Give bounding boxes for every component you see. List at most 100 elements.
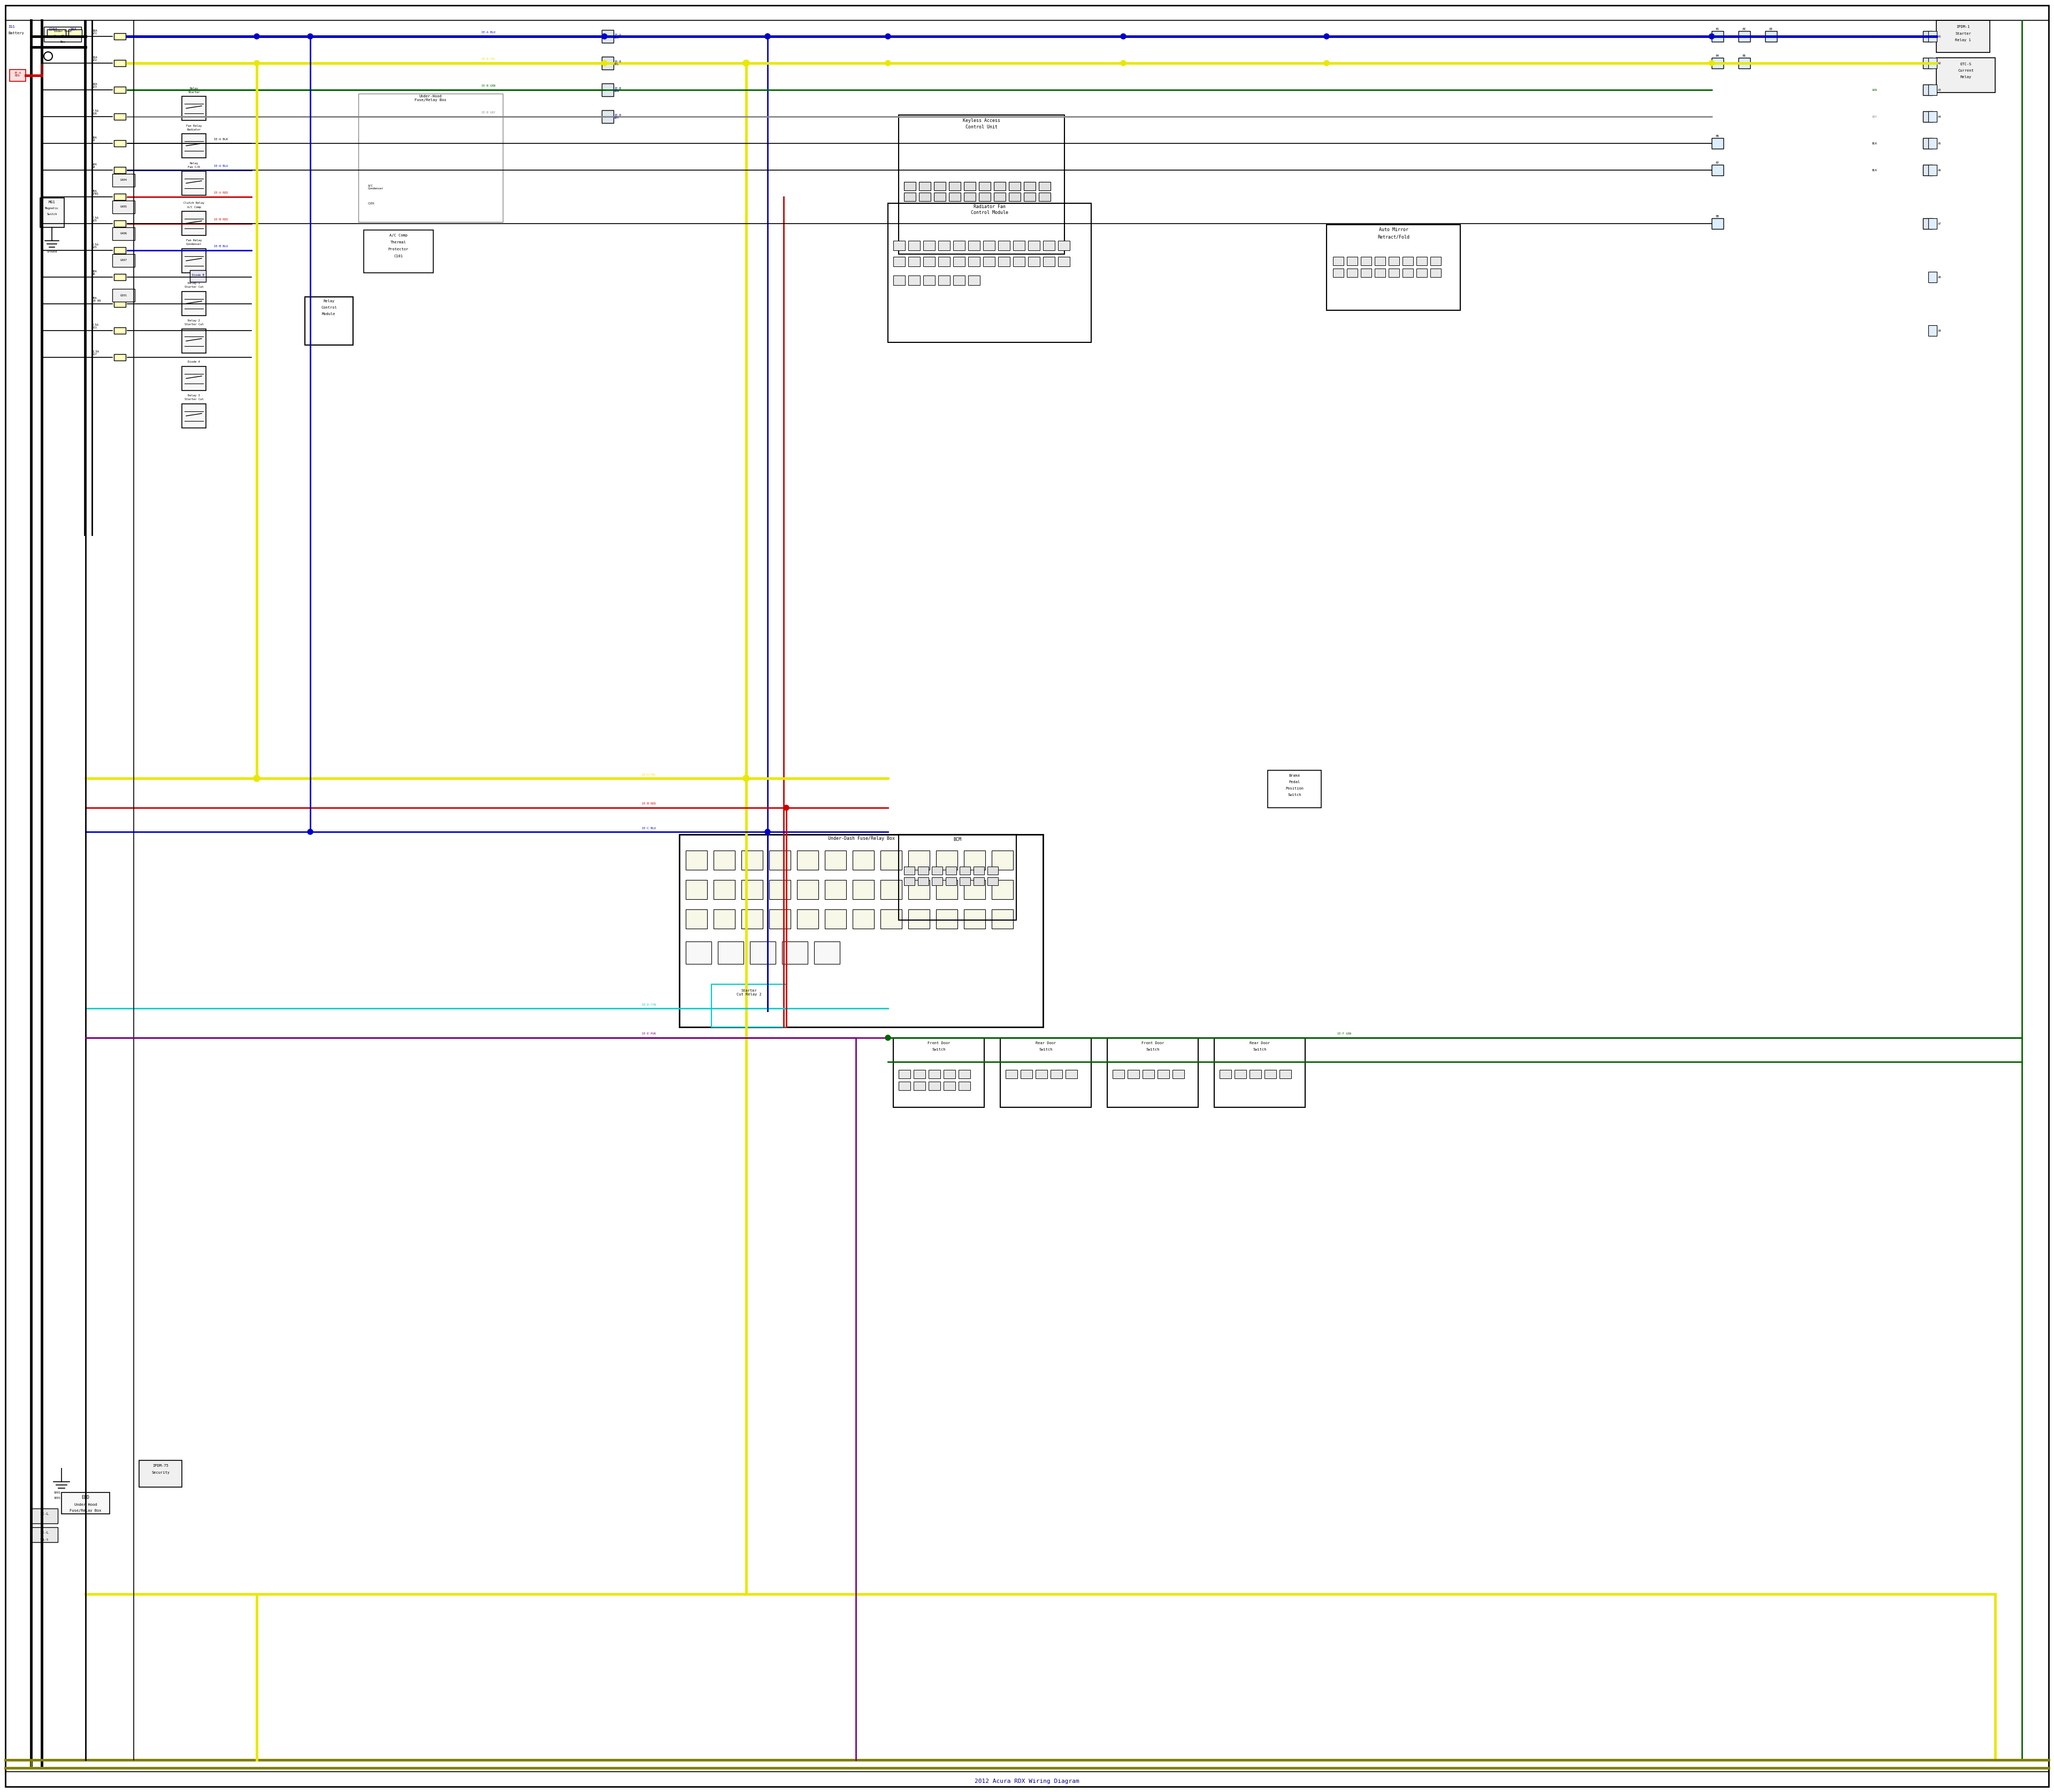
- Text: IE-B GRN: IE-B GRN: [481, 84, 495, 88]
- Bar: [1013, 256, 1025, 267]
- Bar: [113, 289, 136, 301]
- Text: B8: B8: [1715, 215, 1719, 217]
- Text: Relay 2: Relay 2: [187, 319, 199, 323]
- Bar: [1374, 256, 1384, 265]
- Bar: [1050, 1070, 1062, 1079]
- Bar: [1923, 30, 1933, 41]
- Bar: [908, 276, 920, 285]
- Bar: [967, 240, 980, 251]
- Bar: [62, 1493, 109, 1514]
- Text: B1: B1: [1715, 27, 1719, 30]
- Text: IE-L: IE-L: [39, 1530, 49, 1534]
- Bar: [1043, 240, 1056, 251]
- Circle shape: [602, 61, 608, 66]
- Text: IE-B BLU: IE-B BLU: [214, 246, 228, 247]
- Text: Fan Relay: Fan Relay: [187, 240, 201, 242]
- Bar: [959, 878, 969, 885]
- Text: 30A
A6: 30A A6: [92, 271, 97, 276]
- Text: Module: Module: [322, 312, 335, 315]
- Text: IE-A
BLU: IE-A BLU: [614, 34, 620, 39]
- Bar: [935, 181, 945, 190]
- Text: Rear Door: Rear Door: [1035, 1041, 1056, 1045]
- Bar: [1113, 1070, 1124, 1079]
- Bar: [183, 211, 205, 235]
- Bar: [928, 1070, 941, 1079]
- Bar: [893, 1038, 984, 1107]
- Text: Magnetic: Magnetic: [45, 208, 60, 210]
- Bar: [686, 909, 707, 928]
- Bar: [713, 880, 735, 900]
- Text: Relay: Relay: [189, 88, 199, 90]
- Bar: [998, 256, 1011, 267]
- Bar: [939, 256, 949, 267]
- Text: A/C Comp: A/C Comp: [187, 206, 201, 208]
- Text: 2.5A
A11: 2.5A A11: [92, 323, 99, 330]
- Text: 20A
A7B1: 20A A7B1: [92, 190, 99, 195]
- Text: 16A: 16A: [70, 29, 76, 30]
- Bar: [113, 355, 125, 360]
- Text: G407: G407: [119, 260, 127, 262]
- Text: 20A
A9 99: 20A A9 99: [92, 297, 101, 303]
- Bar: [1173, 1070, 1185, 1079]
- Bar: [953, 240, 965, 251]
- Text: Fan Relay: Fan Relay: [187, 124, 201, 127]
- Circle shape: [1121, 34, 1126, 39]
- Bar: [974, 878, 984, 885]
- Text: Starter Cut: Starter Cut: [185, 287, 203, 289]
- Bar: [994, 181, 1006, 190]
- Circle shape: [602, 34, 608, 39]
- Bar: [1403, 256, 1413, 265]
- Text: ETC-S: ETC-S: [1960, 63, 1972, 66]
- Bar: [1738, 30, 1750, 41]
- Text: G404: G404: [119, 179, 127, 181]
- Bar: [1430, 256, 1442, 265]
- Bar: [1929, 57, 1937, 68]
- Text: A3: A3: [1937, 88, 1941, 91]
- Text: Relay: Relay: [322, 299, 335, 303]
- Text: 2012 Acura RDX Wiring Diagram: 2012 Acura RDX Wiring Diagram: [976, 1779, 1078, 1785]
- Circle shape: [744, 59, 750, 66]
- Bar: [113, 201, 136, 213]
- Bar: [741, 909, 762, 928]
- Bar: [1333, 269, 1343, 278]
- Bar: [711, 984, 787, 1027]
- Text: MG1: MG1: [49, 201, 55, 204]
- Bar: [713, 851, 735, 869]
- Text: IE-B GRY: IE-B GRY: [481, 111, 495, 113]
- Text: Auto Mirror: Auto Mirror: [1378, 228, 1409, 233]
- Text: Relay: Relay: [1960, 75, 1972, 79]
- Bar: [994, 192, 1006, 201]
- Bar: [908, 240, 920, 251]
- Circle shape: [255, 34, 259, 39]
- Text: B2: B2: [1742, 27, 1746, 30]
- Bar: [1923, 57, 1933, 68]
- Text: Radiator Fan
Control Module: Radiator Fan Control Module: [972, 204, 1009, 215]
- Text: Under Hood: Under Hood: [74, 1503, 97, 1507]
- Circle shape: [764, 830, 770, 835]
- Text: IE-B
GRN: IE-B GRN: [614, 88, 620, 93]
- Bar: [1360, 256, 1372, 265]
- Bar: [1937, 20, 1990, 52]
- Bar: [937, 851, 957, 869]
- Bar: [933, 878, 943, 885]
- Text: 7.5A
A25: 7.5A A25: [92, 217, 99, 222]
- Bar: [1220, 1070, 1230, 1079]
- Bar: [881, 880, 902, 900]
- Text: A6: A6: [1937, 168, 1941, 172]
- Text: IE-B
GRY: IE-B GRY: [614, 113, 620, 120]
- Bar: [1265, 1070, 1276, 1079]
- Circle shape: [255, 61, 259, 66]
- Text: ELD: ELD: [82, 1495, 90, 1500]
- Text: G405: G405: [119, 206, 127, 208]
- Text: Switch: Switch: [47, 213, 58, 215]
- Bar: [183, 330, 205, 353]
- Bar: [922, 240, 935, 251]
- Text: 2.5A
A25: 2.5A A25: [92, 244, 99, 249]
- Bar: [914, 1070, 926, 1079]
- Bar: [988, 878, 998, 885]
- Bar: [113, 228, 136, 240]
- Text: 7.5A
A16: 7.5A A16: [92, 109, 99, 115]
- Bar: [1711, 165, 1723, 176]
- Text: IPDM-75: IPDM-75: [152, 1464, 168, 1468]
- Bar: [1389, 269, 1399, 278]
